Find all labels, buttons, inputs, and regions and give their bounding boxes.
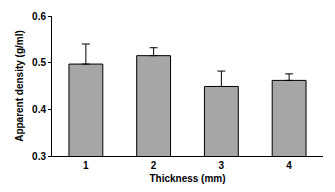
- svg-text:Apparent density (g/ml): Apparent density (g/ml): [14, 30, 25, 142]
- svg-text:2: 2: [151, 160, 157, 171]
- svg-text:0.5: 0.5: [32, 57, 46, 68]
- svg-text:0.4: 0.4: [32, 104, 46, 115]
- svg-text:3: 3: [219, 160, 225, 171]
- svg-text:0.6: 0.6: [32, 11, 46, 22]
- svg-text:1: 1: [83, 160, 89, 171]
- svg-text:4: 4: [286, 160, 292, 171]
- svg-text:0.3: 0.3: [32, 151, 46, 162]
- svg-text:Thickness (mm): Thickness (mm): [149, 173, 225, 184]
